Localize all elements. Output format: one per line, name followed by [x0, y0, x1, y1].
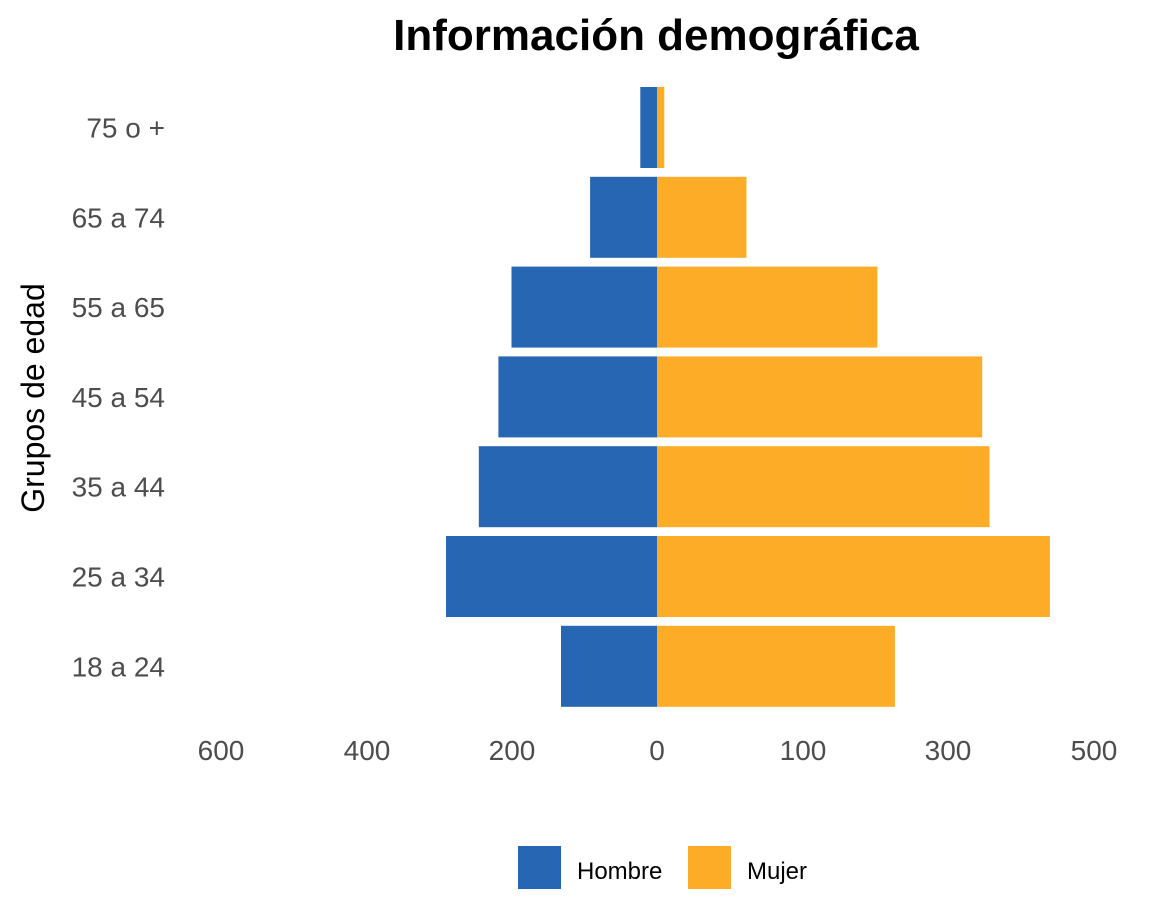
bars-group: [446, 87, 1050, 707]
bar-hombre: [590, 176, 657, 258]
x-tick-label: 400: [344, 735, 391, 766]
legend-swatch-hombre: [518, 846, 561, 889]
y-axis-ticks: 18 a 24 25 a 34 35 a 44 45 a 54 55 a 65 65 a …: [72, 113, 165, 683]
y-tick-label: 18 a 24: [72, 651, 165, 682]
x-tick-label: 0: [649, 735, 665, 766]
legend: Hombre Mujer: [518, 846, 807, 889]
x-tick-label: 300: [925, 735, 972, 766]
bar-hombre: [511, 266, 657, 348]
bar-mujer: [657, 87, 665, 168]
legend-swatch-mujer: [688, 846, 731, 889]
x-tick-label: 200: [489, 735, 536, 766]
bar-mujer: [657, 446, 990, 528]
x-tick-label: 600: [198, 735, 245, 766]
chart-title: Información demográfica: [393, 11, 919, 60]
x-axis-ticks: 600 400 200 0 100 300 500: [198, 735, 1118, 766]
bar-mujer: [657, 176, 747, 258]
bar-mujer: [657, 625, 895, 707]
legend-label-mujer: Mujer: [747, 858, 807, 885]
y-tick-label: 45 a 54: [72, 382, 165, 413]
legend-label-hombre: Hombre: [577, 858, 662, 885]
bar-hombre: [640, 87, 657, 168]
bar-mujer: [657, 356, 983, 438]
y-tick-label: 75 o +: [86, 113, 165, 144]
y-tick-label: 25 a 34: [72, 562, 165, 593]
y-tick-label: 65 a 74: [72, 202, 165, 233]
bar-mujer: [657, 536, 1050, 617]
y-tick-label: 55 a 65: [72, 292, 165, 323]
y-tick-label: 35 a 44: [72, 472, 165, 503]
bar-mujer: [657, 266, 878, 348]
x-tick-label: 500: [1071, 735, 1118, 766]
bar-hombre: [498, 356, 657, 438]
bar-hombre: [561, 625, 657, 707]
y-axis-label: Grupos de edad: [15, 283, 51, 513]
bar-hombre: [478, 446, 657, 528]
x-tick-label: 100: [780, 735, 827, 766]
bar-hombre: [446, 536, 657, 617]
